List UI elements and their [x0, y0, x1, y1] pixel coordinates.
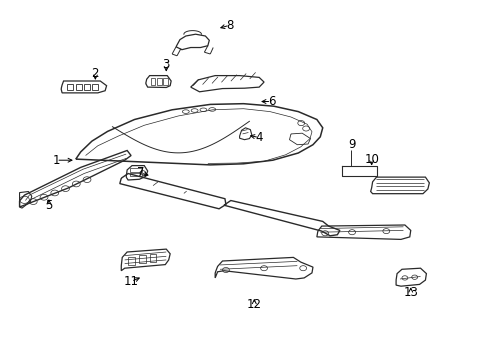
Text: 9: 9	[347, 138, 355, 150]
Text: 11: 11	[123, 275, 138, 288]
Text: 2: 2	[91, 67, 99, 80]
Text: 8: 8	[225, 19, 233, 32]
Text: 7: 7	[137, 166, 144, 179]
Text: 12: 12	[246, 298, 261, 311]
Text: 10: 10	[364, 153, 378, 166]
Text: 5: 5	[45, 199, 53, 212]
Text: 6: 6	[267, 95, 275, 108]
Text: 13: 13	[403, 286, 417, 299]
Text: 3: 3	[162, 58, 170, 71]
Text: 1: 1	[52, 154, 60, 167]
Text: 4: 4	[255, 131, 263, 144]
